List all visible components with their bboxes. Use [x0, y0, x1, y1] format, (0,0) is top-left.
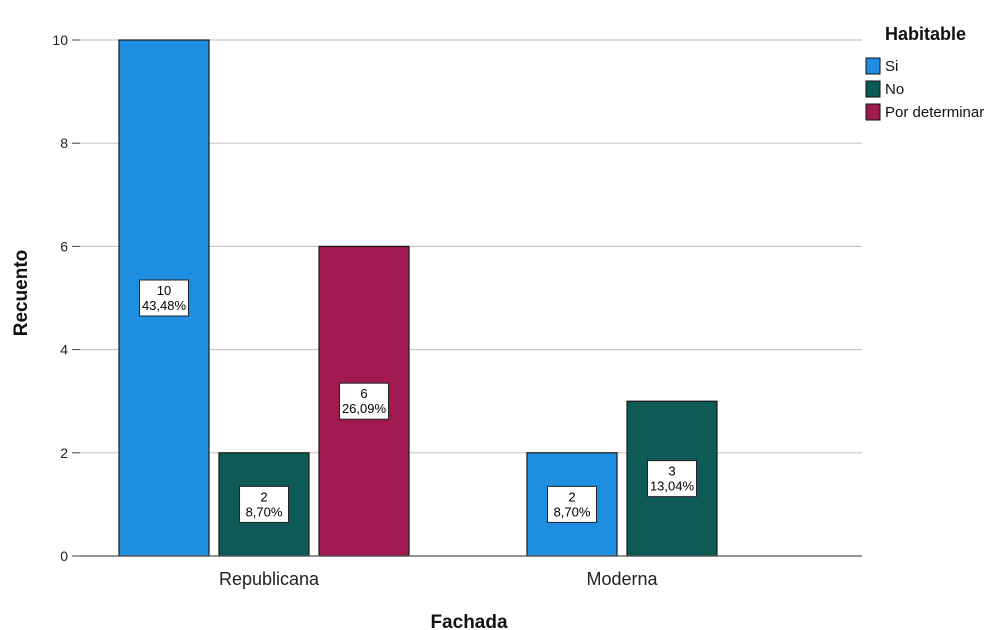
data-label-count: 3: [668, 464, 675, 479]
bars: [118, 39, 718, 557]
legend-label: Por determinar: [885, 104, 984, 121]
legend-swatch: [865, 103, 881, 121]
legend-swatch: [865, 57, 881, 75]
y-axis-title: Recuento: [11, 250, 32, 337]
x-category-label: Republicana: [219, 569, 320, 589]
legend-swatch: [865, 80, 881, 98]
data-label-count: 2: [260, 489, 267, 504]
data-label-count: 10: [157, 283, 171, 298]
data-label-box: [339, 382, 389, 420]
data-label-percent: 26,09%: [342, 401, 387, 416]
y-axis-ticks: 0 2 4 6 8 10: [52, 32, 80, 564]
data-label-percent: 43,48%: [142, 298, 187, 313]
y-tick-label: 4: [60, 342, 68, 358]
data-label-box: [647, 460, 697, 498]
gridlines: [80, 39, 862, 454]
data-label-percent: 13,04%: [650, 479, 695, 494]
legend-title: Habitable: [885, 24, 966, 44]
data-label-count: 6: [360, 386, 367, 401]
x-category-label: Moderna: [586, 569, 658, 589]
legend: Habitable Si No Por determinar: [865, 24, 984, 121]
legend-label: Si: [885, 58, 898, 75]
x-axis-categories: Republicana Moderna: [219, 569, 659, 589]
x-axis-title: Fachada: [430, 612, 508, 630]
data-label-percent: 8,70%: [246, 504, 283, 519]
legend-label: No: [885, 81, 904, 98]
data-label-count: 2: [568, 489, 575, 504]
y-tick-label: 8: [60, 135, 68, 151]
data-label-percent: 8,70%: [554, 504, 591, 519]
y-tick-label: 0: [60, 548, 68, 564]
y-tick-label: 6: [60, 238, 68, 254]
data-label-box: [139, 279, 189, 317]
y-tick-label: 10: [52, 32, 68, 48]
y-tick-label: 2: [60, 445, 68, 461]
data-label-box: [239, 485, 289, 523]
data-label-box: [547, 485, 597, 523]
